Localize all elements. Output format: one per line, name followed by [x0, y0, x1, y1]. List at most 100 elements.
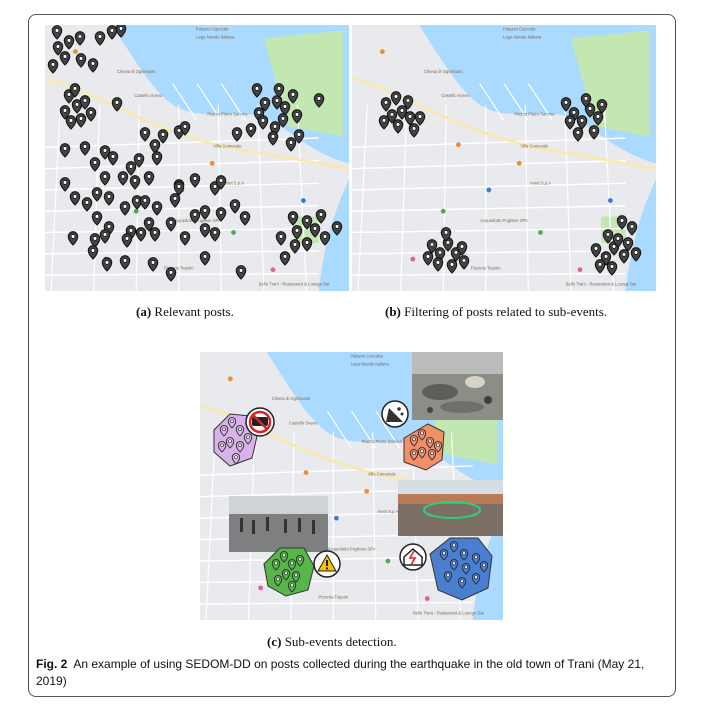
map-b-svg: Lega Navale Italiana Chiesa di Ognissanti…	[352, 25, 656, 291]
map-pin	[215, 207, 227, 222]
map-pin	[432, 257, 444, 272]
map-pin	[273, 83, 285, 98]
map-pin	[169, 193, 181, 208]
map-pin	[99, 145, 111, 160]
map-pin	[291, 109, 303, 124]
map-label-villa: Villa Comunale	[520, 143, 549, 148]
map-pin	[433, 441, 443, 453]
map-pin	[189, 173, 201, 188]
map-pin	[139, 195, 151, 210]
map-pin	[59, 143, 71, 158]
map-pin	[456, 241, 468, 256]
map-pin	[602, 229, 614, 244]
map-pin	[439, 549, 449, 561]
map-pin	[267, 131, 279, 146]
map-pin	[173, 181, 185, 196]
map-pin	[143, 217, 155, 232]
map-pin	[103, 191, 115, 206]
map-pin	[129, 175, 141, 190]
map-pin	[471, 573, 481, 585]
map-pin	[99, 171, 111, 186]
map-pin	[301, 237, 313, 252]
map-pin	[291, 571, 301, 583]
landslide-icon	[381, 400, 409, 428]
map-pin	[119, 201, 131, 216]
map-pin	[79, 141, 91, 156]
map-pin	[69, 83, 81, 98]
map-label-amalfi: Amet S.p.A	[530, 181, 551, 186]
map-pin	[259, 97, 271, 112]
photo-street-crowd	[229, 496, 328, 552]
map-pin	[590, 243, 602, 258]
map-pin	[402, 95, 414, 110]
map-panel-relevant-posts: Lega Navale Italiana Chiesa di Ognissanti…	[45, 25, 349, 291]
map-pin	[143, 171, 155, 186]
map-pin	[199, 251, 211, 266]
caption-b: (b) Filtering of posts related to sub-ev…	[385, 304, 608, 319]
map-pin	[285, 137, 297, 152]
map-pin	[584, 103, 596, 118]
map-pin	[231, 127, 243, 142]
map-label-palazzo: Palazzo Caccetta	[503, 26, 536, 31]
map-pin	[287, 559, 297, 571]
map-pin	[235, 441, 245, 453]
map-pin	[89, 157, 101, 172]
map-pin	[443, 571, 453, 583]
map-pin	[281, 569, 291, 581]
warning-icon	[313, 550, 341, 578]
map-panel-subevents: Lega Navale Italiana Chiesa di Ognissanti…	[200, 352, 503, 620]
map-pin	[622, 237, 634, 252]
map-pin	[409, 435, 419, 447]
map-pin	[289, 239, 301, 254]
map-label-trani: Castello Svevo	[289, 420, 318, 425]
map-pin	[572, 127, 584, 142]
map-pin	[209, 227, 221, 242]
map-pin	[408, 123, 420, 138]
map-pin	[139, 127, 151, 142]
map-pin	[135, 227, 147, 242]
map-pin	[449, 559, 459, 571]
map-label-chiuso: Bello Tranì - Restaurant & Lounge Bar	[259, 282, 331, 287]
map-pin	[279, 251, 291, 266]
map-pin	[417, 429, 427, 441]
map-pin	[426, 239, 438, 254]
map-pin	[287, 89, 299, 104]
map-pin	[121, 233, 133, 248]
map-pin	[251, 83, 263, 98]
map-pin	[458, 255, 470, 270]
map-pin	[147, 257, 159, 272]
map-label-chiuso: Bello Tranì - Restaurant & Lounge Bar	[566, 282, 638, 287]
map-pin	[59, 177, 71, 192]
map-pin	[612, 233, 624, 248]
map-pin	[179, 231, 191, 246]
map-label-amalfi: Amet S.p.A	[223, 181, 244, 186]
map-pin	[81, 197, 93, 212]
map-pin	[59, 105, 71, 120]
map-pin	[106, 25, 118, 40]
map-label-palazzo: Palazzo Caccetta	[196, 26, 229, 31]
map-pin	[47, 59, 59, 74]
map-label-piazza: Piazza Pietro Sarcina	[514, 111, 555, 116]
map-pin	[115, 25, 127, 38]
map-label-piazza: Piazza Pietro Sarcina	[362, 439, 403, 444]
map-label-pizzeria: Pizzeria Tiepolo	[471, 266, 501, 271]
map-pin	[396, 105, 408, 120]
map-pin	[390, 91, 402, 106]
photo-rubble	[412, 352, 503, 420]
map-pin	[417, 447, 427, 459]
map-pin	[409, 449, 419, 461]
map-pin	[580, 93, 592, 108]
map-pin	[149, 227, 161, 242]
map-pin	[65, 115, 77, 130]
map-pin	[594, 259, 606, 274]
map-pin	[279, 551, 289, 563]
map-pin	[189, 209, 201, 224]
map-pin	[596, 99, 608, 114]
map-label-pizzeria: Pizzeria Tiepolo	[164, 266, 194, 271]
map-pin	[51, 25, 63, 40]
map-pin	[131, 195, 143, 210]
map-pin	[99, 229, 111, 244]
map-label-ognissanti: Chiesa di Ognissanti	[272, 396, 310, 401]
map-pin	[404, 111, 416, 126]
map-pin	[85, 107, 97, 122]
